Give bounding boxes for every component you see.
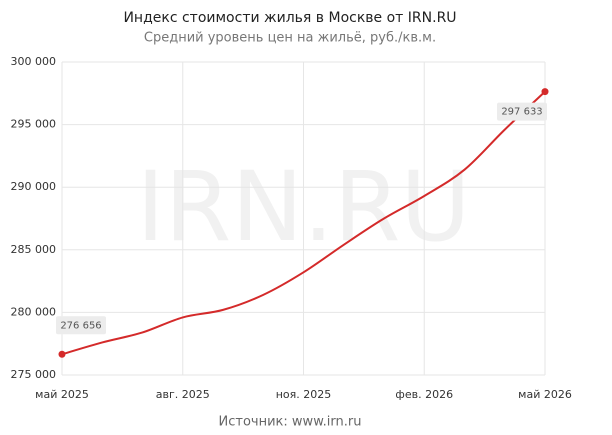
y-tick-label: 295 000 (11, 118, 57, 131)
y-tick-label: 280 000 (11, 305, 57, 318)
point (541, 88, 549, 96)
y-tick-label: 275 000 (11, 368, 57, 381)
point (58, 350, 66, 358)
value-label: 297 633 (501, 107, 542, 118)
label-box (497, 102, 547, 121)
x-tick-label: авг. 2025 (156, 388, 210, 401)
line (61, 90, 546, 356)
y-tick-label: 285 000 (11, 243, 57, 256)
label-box (56, 316, 106, 335)
source: Источник: www.irn.ru (219, 415, 362, 430)
chart-title: Индекс стоимости жилья в Москве от IRN.R… (123, 10, 456, 26)
value-label: 276 656 (60, 320, 101, 331)
y-tick-label: 290 000 (11, 180, 57, 193)
x-tick-label: фев. 2026 (395, 388, 453, 401)
y-tick-label: 300 000 (11, 55, 57, 68)
x-tick-label: ноя. 2025 (276, 388, 332, 401)
x-tick-label: май 2026 (518, 388, 572, 401)
x-tick-label: май 2025 (35, 388, 89, 401)
chart-subtitle: Средний уровень цен на жильё, руб./кв.м. (144, 31, 436, 46)
